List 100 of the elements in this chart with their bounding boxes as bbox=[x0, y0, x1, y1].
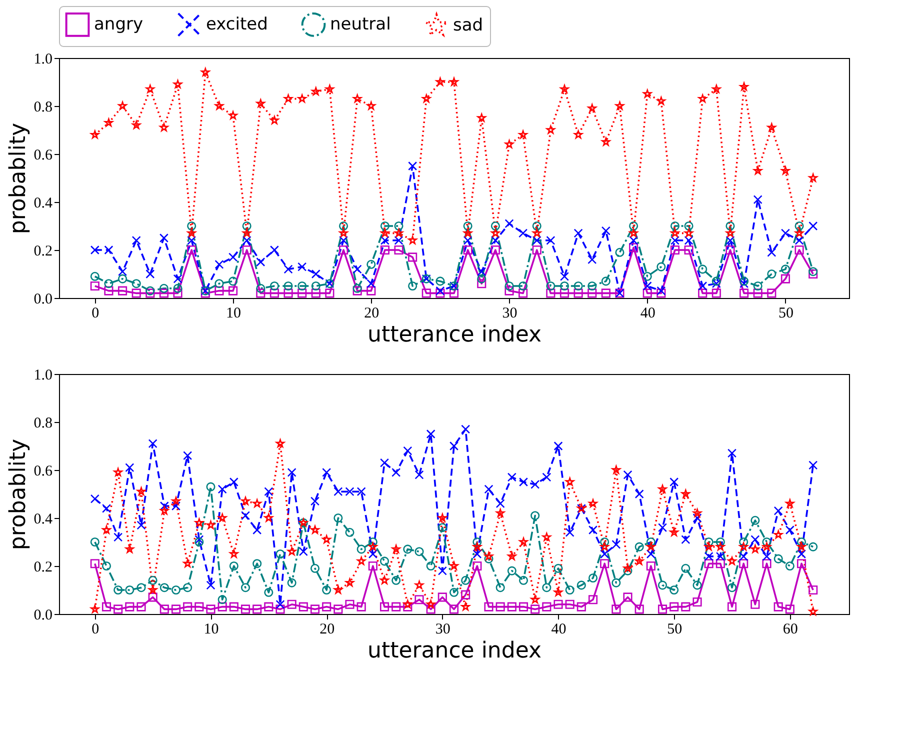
point bbox=[601, 226, 610, 236]
x-axis-title: utterance index bbox=[367, 638, 542, 664]
point bbox=[214, 286, 224, 296]
point bbox=[712, 288, 721, 298]
x-tick-label: 20 bbox=[364, 306, 380, 322]
point bbox=[656, 288, 666, 298]
point bbox=[256, 284, 266, 293]
x-tick-label: 50 bbox=[667, 622, 682, 638]
point bbox=[463, 236, 472, 245]
y-tick-label: 0.2 bbox=[34, 560, 52, 576]
point bbox=[352, 286, 362, 296]
legend-label: sad bbox=[453, 16, 484, 36]
x-axis-title: utterance index bbox=[367, 322, 542, 348]
point bbox=[642, 281, 652, 291]
point bbox=[560, 281, 570, 291]
point bbox=[366, 286, 376, 296]
point bbox=[767, 248, 776, 257]
point bbox=[574, 288, 583, 298]
point bbox=[270, 288, 279, 298]
point bbox=[490, 221, 500, 231]
point bbox=[726, 228, 735, 237]
point bbox=[366, 260, 376, 269]
point bbox=[656, 286, 666, 296]
point bbox=[214, 279, 224, 288]
point bbox=[311, 269, 320, 279]
point bbox=[104, 286, 114, 296]
point bbox=[615, 101, 624, 110]
point bbox=[504, 286, 514, 296]
point bbox=[173, 274, 182, 284]
point bbox=[794, 236, 804, 245]
point bbox=[684, 236, 694, 245]
point bbox=[518, 281, 528, 291]
point bbox=[338, 236, 348, 245]
point bbox=[380, 221, 390, 231]
point bbox=[242, 221, 252, 231]
point bbox=[588, 281, 597, 291]
point bbox=[670, 245, 680, 255]
point bbox=[780, 228, 790, 238]
point bbox=[808, 267, 818, 276]
point bbox=[284, 264, 293, 274]
point bbox=[436, 77, 445, 86]
point bbox=[242, 245, 252, 255]
point bbox=[780, 274, 790, 284]
point bbox=[90, 281, 100, 291]
point bbox=[146, 269, 155, 279]
point bbox=[712, 276, 721, 286]
point bbox=[159, 284, 168, 293]
point bbox=[642, 288, 652, 298]
y-tick-label: 1.0 bbox=[34, 52, 52, 68]
point bbox=[436, 286, 445, 296]
point bbox=[173, 80, 182, 88]
point bbox=[436, 276, 445, 286]
point bbox=[436, 288, 445, 298]
point bbox=[118, 267, 128, 276]
point bbox=[256, 257, 266, 267]
point bbox=[794, 221, 804, 231]
point bbox=[422, 288, 431, 298]
legend-label: angry bbox=[94, 14, 144, 35]
point bbox=[228, 276, 238, 286]
y-tick-label: 0.6 bbox=[34, 464, 53, 480]
point bbox=[629, 236, 638, 245]
x-tick-label: 10 bbox=[226, 306, 242, 322]
point bbox=[546, 236, 556, 245]
point bbox=[532, 221, 542, 231]
x-tick-label: 30 bbox=[435, 622, 450, 638]
point bbox=[394, 236, 404, 245]
point bbox=[311, 281, 320, 291]
point bbox=[200, 288, 210, 298]
y-axis-title: probablity bbox=[6, 122, 31, 234]
point bbox=[146, 288, 155, 298]
point bbox=[684, 221, 694, 231]
point bbox=[477, 279, 486, 288]
point bbox=[726, 245, 735, 255]
point bbox=[118, 286, 128, 296]
point bbox=[698, 264, 708, 274]
point bbox=[90, 272, 100, 281]
point bbox=[159, 288, 168, 298]
point bbox=[753, 281, 762, 291]
point bbox=[311, 288, 320, 298]
point bbox=[132, 236, 141, 245]
point bbox=[712, 279, 721, 288]
point bbox=[270, 281, 279, 291]
point bbox=[228, 252, 238, 262]
point bbox=[574, 130, 583, 139]
point bbox=[615, 248, 624, 257]
point bbox=[518, 228, 528, 238]
point bbox=[104, 118, 114, 127]
y-tick-label: 0.8 bbox=[34, 416, 52, 432]
point bbox=[187, 236, 196, 245]
point bbox=[104, 279, 114, 288]
point bbox=[298, 281, 307, 291]
point bbox=[490, 245, 500, 255]
point bbox=[408, 252, 418, 262]
point bbox=[670, 236, 680, 245]
point bbox=[284, 94, 293, 103]
point bbox=[408, 161, 418, 171]
legend-label: excited bbox=[206, 14, 268, 35]
point bbox=[338, 221, 348, 231]
point bbox=[380, 236, 390, 245]
point bbox=[560, 272, 570, 281]
